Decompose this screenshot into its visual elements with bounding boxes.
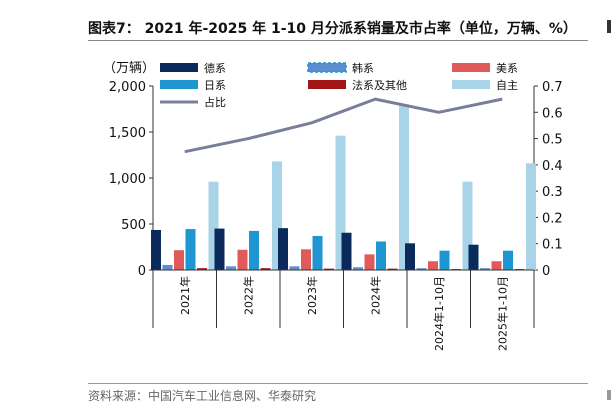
bar-ri-2 xyxy=(312,235,323,270)
bar-fa-1 xyxy=(260,268,271,270)
source-note: 资料来源：中国汽车工业信息网、华泰研究 xyxy=(88,389,317,403)
left-axis-unit-label: （万辆） xyxy=(103,61,155,76)
source-divider xyxy=(88,383,588,384)
left-axis-tick-label: 0 xyxy=(138,264,146,279)
legend-swatch-han xyxy=(307,62,347,73)
share-line xyxy=(184,97,503,154)
bar-de-3 xyxy=(341,232,352,270)
title-divider xyxy=(88,40,588,41)
right-axis-tick-label: 0.4 xyxy=(542,159,563,174)
right-axis-tick-label: 0.1 xyxy=(542,238,563,253)
legend-label-han: 韩系 xyxy=(352,61,374,75)
bar-zi-1 xyxy=(272,161,282,270)
adjacent-page-edge-mark xyxy=(607,20,611,33)
bar-mei-1 xyxy=(237,249,248,270)
x-category-label: 2022年 xyxy=(241,276,255,315)
x-category-label: 2021年 xyxy=(178,276,192,315)
bar-fa-0 xyxy=(197,268,207,270)
bar-han-5 xyxy=(480,268,490,270)
bar-mei-5 xyxy=(491,261,502,270)
bar-zi-4 xyxy=(462,181,473,270)
legend-label-de: 德系 xyxy=(204,61,226,75)
right-axis-tick-label: 0.2 xyxy=(542,211,563,226)
adjacent-page-edge-mark xyxy=(607,390,611,400)
legend-label-zi: 自主 xyxy=(496,79,518,92)
bar-de-0 xyxy=(151,229,161,270)
x-category-label: 2024年1-10月 xyxy=(432,276,446,351)
bar-zi-0 xyxy=(208,181,219,270)
bar-mei-4 xyxy=(428,261,438,270)
bar-han-1 xyxy=(226,266,236,270)
bar-zi-2 xyxy=(335,135,346,270)
bar-han-4 xyxy=(416,268,427,270)
bar-mei-0 xyxy=(174,250,184,270)
bar-de-1 xyxy=(214,228,225,270)
x-category-label: 2023年 xyxy=(305,276,319,315)
bar-ri-4 xyxy=(439,250,450,270)
right-axis-tick-label: 0.6 xyxy=(542,106,563,121)
left-axis-tick-label: 500 xyxy=(121,218,146,233)
bar-de-5 xyxy=(468,244,479,270)
bar-de-2 xyxy=(278,228,288,270)
bar-ri-1 xyxy=(249,230,259,270)
legend-swatch-zi xyxy=(452,80,490,89)
legend-swatch-mei xyxy=(452,63,490,72)
left-axis-tick-label: 1,000 xyxy=(109,172,146,187)
right-axis-tick-label: 0.3 xyxy=(542,185,563,200)
legend-swatch-ri xyxy=(160,80,198,89)
bar-ri-0 xyxy=(185,229,196,270)
right-axis-tick-label: 0 xyxy=(542,264,550,279)
right-axis-tick-label: 0.5 xyxy=(542,133,563,148)
bar-ri-3 xyxy=(376,241,386,270)
bar-zi-3 xyxy=(399,105,409,270)
bar-fa-2 xyxy=(324,268,334,270)
bar-zi-5 xyxy=(526,163,536,270)
bar-han-3 xyxy=(353,267,363,270)
x-category-label: 2024年 xyxy=(368,276,382,315)
legend-label-ri: 日系 xyxy=(204,79,226,92)
bar-mei-3 xyxy=(364,254,375,270)
right-axis-tick-label: 0.7 xyxy=(542,80,563,95)
left-axis-tick-label: 1,500 xyxy=(109,126,146,141)
bar-fa-3 xyxy=(387,268,398,270)
left-axis-tick-label: 2,000 xyxy=(109,80,146,95)
bar-han-2 xyxy=(289,266,300,270)
bar-ri-5 xyxy=(503,250,513,270)
bar-mei-2 xyxy=(301,249,311,270)
x-category-label: 2025年1-10月 xyxy=(495,276,509,351)
legend-swatch-de xyxy=(160,63,198,72)
legend-swatch-fa xyxy=(308,80,346,89)
legend-label-fa: 法系及其他 xyxy=(352,78,407,92)
legend-label-mei: 美系 xyxy=(496,62,518,75)
figure-title: 图表7： 2021 年-2025 年 1-10 月分派系销量及市占率（单位，万辆… xyxy=(88,21,577,37)
bar-han-0 xyxy=(162,264,173,270)
bar-de-4 xyxy=(405,243,415,270)
legend-label-share: 占比 xyxy=(204,95,226,109)
